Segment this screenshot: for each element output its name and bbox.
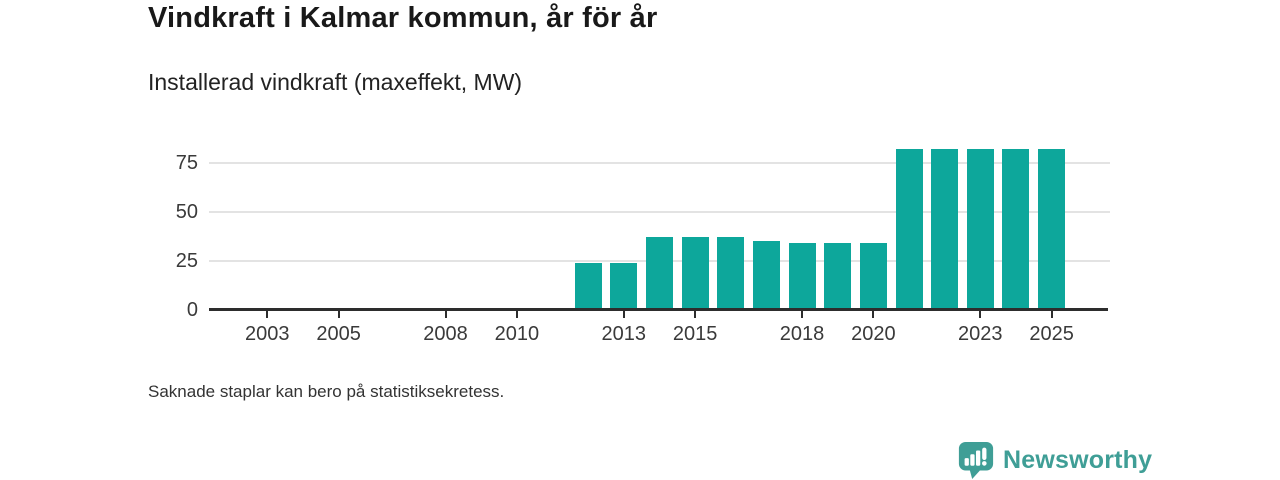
bar-2016 — [717, 237, 745, 310]
x-axis-tick-label: 2005 — [316, 323, 361, 345]
x-axis-tick-label: 2013 — [601, 323, 647, 345]
x-axis-tick — [694, 311, 697, 318]
bar-2024 — [1002, 148, 1030, 310]
bar-2020 — [859, 243, 887, 310]
x-axis-tick-label: 2020 — [851, 323, 896, 345]
bar-2025 — [1038, 148, 1066, 310]
bar-2022 — [931, 148, 959, 310]
chart-title: Vindkraft i Kalmar kommun, år för år — [148, 2, 658, 34]
x-axis-tick — [515, 311, 518, 318]
chart-subtitle: Installerad vindkraft (maxeffekt, MW) — [148, 69, 523, 95]
x-axis-tick — [872, 311, 875, 318]
x-axis-tick-label: 2003 — [245, 323, 290, 345]
gridline-y-75 — [209, 161, 1110, 164]
x-axis-tick-label: 2023 — [958, 323, 1003, 345]
x-axis-tick — [1050, 311, 1053, 318]
newsworthy-logo: Newsworthy — [957, 440, 1152, 480]
bar-2019 — [824, 243, 852, 310]
y-axis-tick-label: 75 — [175, 151, 198, 174]
x-axis-tick-label: 2010 — [494, 323, 540, 345]
x-axis-tick-label: 2015 — [672, 323, 718, 345]
x-axis-tick — [622, 311, 625, 318]
newsworthy-logo-text: Newsworthy — [1003, 445, 1153, 474]
bar-2014 — [645, 237, 673, 310]
bar-2023 — [966, 148, 994, 310]
bar-chart-speech-bubble-icon — [958, 441, 994, 479]
bar-2017 — [752, 241, 780, 310]
x-axis-tick-label: 2008 — [423, 323, 468, 345]
bar-2021 — [895, 148, 923, 310]
gridline-y-50 — [209, 210, 1110, 213]
y-axis-tick-label: 0 — [186, 299, 198, 321]
x-axis-tick — [444, 311, 447, 318]
x-axis-tick-label: 2018 — [779, 323, 825, 345]
x-axis-line — [209, 308, 1108, 311]
y-axis-tick-label: 25 — [175, 249, 198, 272]
x-axis-tick — [801, 311, 804, 318]
bar-2012 — [574, 262, 602, 310]
x-axis-tick — [266, 311, 269, 318]
x-axis-tick — [979, 311, 982, 318]
bar-2013 — [610, 262, 638, 310]
x-axis-tick-label: 2025 — [1029, 323, 1074, 345]
bar-2015 — [681, 237, 709, 310]
x-axis-tick — [337, 311, 340, 318]
bar-2018 — [788, 243, 816, 310]
chart-footnote: Saknade staplar kan bero på statistiksek… — [148, 382, 505, 401]
y-axis-tick-label: 50 — [175, 200, 198, 223]
